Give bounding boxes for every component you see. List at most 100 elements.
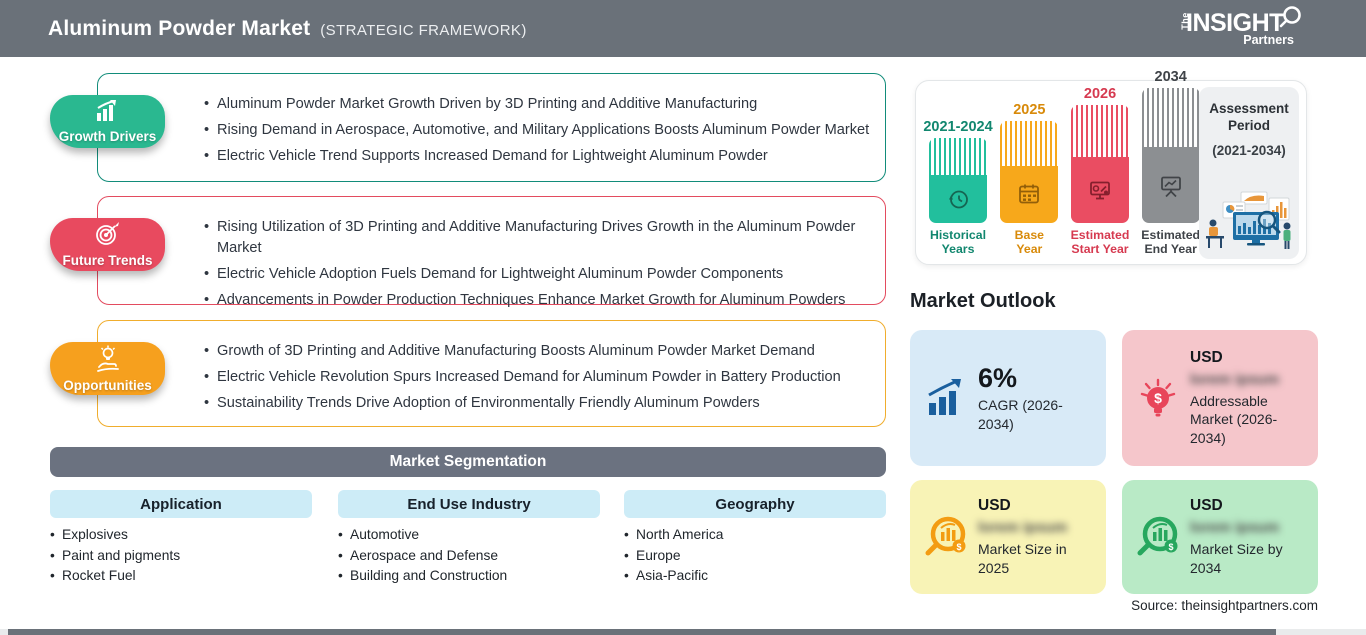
- market-size-2025-label: Market Size in 2025: [978, 541, 1067, 576]
- future-trends-list: Rising Utilization of 3D Printing and Ad…: [98, 197, 885, 311]
- assessment-period-panel: Assessment Period (2021-2034): [1199, 87, 1299, 259]
- presentation-board-icon: [1158, 174, 1184, 203]
- timeline-col-base: 2025 Base Year: [998, 102, 1061, 257]
- timeline-caption: Estimated End Year: [1141, 228, 1201, 257]
- growth-drivers-label: Growth Drivers: [58, 129, 157, 144]
- list-item: Aerospace and Defense: [338, 546, 600, 567]
- list-item: Automotive: [338, 525, 600, 546]
- market-segmentation-title: Market Segmentation: [389, 453, 547, 470]
- cagr-value: 6%: [978, 363, 1018, 394]
- currency-label: USD: [1190, 349, 1223, 367]
- timeline-bars: 2021-2024 Historical Years 2025: [923, 69, 1202, 257]
- magnifier-lens-icon: [1278, 5, 1304, 36]
- bullet-item: Rising Utilization of 3D Printing and Ad…: [204, 217, 871, 259]
- end-use-industry-list: Automotive Aerospace and Defense Buildin…: [338, 525, 600, 587]
- blurred-value: lorem ipsum: [1190, 519, 1280, 537]
- list-item: Rocket Fuel: [50, 566, 312, 587]
- logo-insight-text: INSIGHT: [1186, 9, 1284, 37]
- list-item: North America: [624, 525, 886, 546]
- future-trends-box: Rising Utilization of 3D Printing and Ad…: [97, 196, 886, 311]
- opportunities-list: Growth of 3D Printing and Additive Manuf…: [98, 321, 885, 414]
- header-titles: Aluminum Powder Market (STRATEGIC FRAMEW…: [48, 17, 527, 41]
- list-item: Asia-Pacific: [624, 566, 886, 587]
- timeline-bar-red: [1071, 105, 1129, 223]
- list-item: Building and Construction: [338, 566, 600, 587]
- market-size-2025-card: $ USD lorem ipsum Market Size in 2025: [910, 480, 1106, 594]
- growth-drivers-badge: Growth Drivers: [50, 95, 165, 148]
- currency-label: USD: [1190, 497, 1223, 515]
- currency-label: USD: [978, 497, 1011, 515]
- market-size-2034-text: USD lorem ipsum Market Size by 2034: [1190, 497, 1306, 576]
- application-list: Explosives Paint and pigments Rocket Fue…: [50, 525, 312, 587]
- list-item: Europe: [624, 546, 886, 567]
- year-label: 2034: [1154, 69, 1187, 85]
- dollar-bulb-icon: $: [1132, 374, 1184, 422]
- cagr-text: 6% CAGR (2026-2034): [978, 363, 1094, 432]
- addressable-market-label: Addressable Market (2026-2034): [1190, 393, 1278, 446]
- magnifier-chart-green-icon: $: [1132, 512, 1184, 562]
- assessment-period-range: (2021-2034): [1212, 142, 1286, 158]
- history-clock-icon: [945, 186, 971, 217]
- target-dart-icon: [94, 221, 122, 252]
- insight-partners-logo: The INSIGHT Partners: [1178, 6, 1308, 51]
- timeline-caption: Base Year: [1014, 228, 1045, 257]
- growth-chart-icon: [91, 99, 125, 128]
- growth-drivers-list: Aluminum Powder Market Growth Driven by …: [98, 74, 885, 167]
- blurred-value: lorem ipsum: [1190, 371, 1280, 389]
- segmentation-header-geography: Geography: [624, 490, 886, 518]
- addressable-market-text: USD lorem ipsum Addressable Market (2026…: [1190, 349, 1306, 447]
- list-item: Explosives: [50, 525, 312, 546]
- bullet-item: Electric Vehicle Revolution Spurs Increa…: [204, 367, 871, 388]
- timeline-col-end: 2034 Estimated End Year: [1139, 69, 1202, 257]
- segmentation-header-application: Application: [50, 490, 312, 518]
- market-size-2025-text: USD lorem ipsum Market Size in 2025: [978, 497, 1094, 576]
- bullet-item: Growth of 3D Printing and Additive Manuf…: [204, 341, 871, 362]
- bullet-item: Rising Demand in Aerospace, Automotive, …: [204, 120, 871, 141]
- timeline-caption: Historical Years: [929, 228, 987, 257]
- list-item: Paint and pigments: [50, 546, 312, 567]
- timeline-caption: Estimated Start Year: [1070, 228, 1130, 257]
- logo-partners-text: Partners: [1243, 33, 1294, 47]
- market-outlook-title: Market Outlook: [910, 290, 1056, 312]
- cagr-card: 6% CAGR (2026-2034): [910, 330, 1106, 466]
- bullet-item: Advancements in Powder Production Techni…: [204, 290, 871, 311]
- timeline-col-start: 2026 Estimated Start Year: [1069, 86, 1132, 257]
- timeline-card: 2021-2024 Historical Years 2025: [915, 69, 1307, 265]
- bar-growth-arrow-icon: [920, 377, 972, 419]
- bullet-item: Sustainability Trends Drive Adoption of …: [204, 393, 871, 414]
- svg-text:$: $: [956, 542, 961, 552]
- source-text: Source: theinsightpartners.com: [1131, 598, 1318, 613]
- opportunities-badge: Opportunities: [50, 342, 165, 395]
- timeline-bar-orange: [1000, 121, 1059, 223]
- svg-text:$: $: [1154, 390, 1162, 406]
- year-label: 2026: [1083, 86, 1117, 102]
- market-size-2034-card: $ USD lorem ipsum Market Size by 2034: [1122, 480, 1318, 594]
- cagr-label: CAGR (2026-2034): [978, 397, 1063, 432]
- monitor-gear-icon: [1087, 179, 1113, 208]
- footer-strip: [8, 629, 1276, 635]
- blurred-value: lorem ipsum: [978, 519, 1068, 537]
- timeline-col-historical: 2021-2024 Historical Years: [923, 119, 993, 257]
- future-trends-badge: Future Trends: [50, 218, 165, 271]
- market-segmentation-bar: Market Segmentation: [50, 447, 886, 477]
- analytics-illustration: [1203, 190, 1295, 255]
- page-subtitle: (STRATEGIC FRAMEWORK): [320, 21, 527, 39]
- growth-drivers-box: Aluminum Powder Market Growth Driven by …: [97, 73, 886, 182]
- magnifier-chart-orange-icon: $: [920, 512, 972, 562]
- segmentation-header-end-use: End Use Industry: [338, 490, 600, 518]
- bulb-hand-icon: [93, 345, 123, 377]
- calendar-icon: [1017, 183, 1041, 212]
- opportunities-label: Opportunities: [63, 377, 152, 393]
- opportunities-box: Growth of 3D Printing and Additive Manuf…: [97, 320, 886, 427]
- svg-text:$: $: [1168, 542, 1173, 552]
- addressable-market-card: $ USD lorem ipsum Addressable Market (20…: [1122, 330, 1318, 466]
- page-title: Aluminum Powder Market: [48, 16, 311, 40]
- geography-list: North America Europe Asia-Pacific: [624, 525, 886, 587]
- year-label: 2021-2024: [923, 119, 993, 135]
- future-trends-label: Future Trends: [62, 253, 153, 268]
- bullet-item: Electric Vehicle Adoption Fuels Demand f…: [204, 264, 871, 285]
- bullet-item: Electric Vehicle Trend Supports Increase…: [204, 146, 871, 167]
- assessment-period-label: Assessment Period: [1209, 101, 1289, 133]
- bullet-item: Aluminum Powder Market Growth Driven by …: [204, 94, 871, 115]
